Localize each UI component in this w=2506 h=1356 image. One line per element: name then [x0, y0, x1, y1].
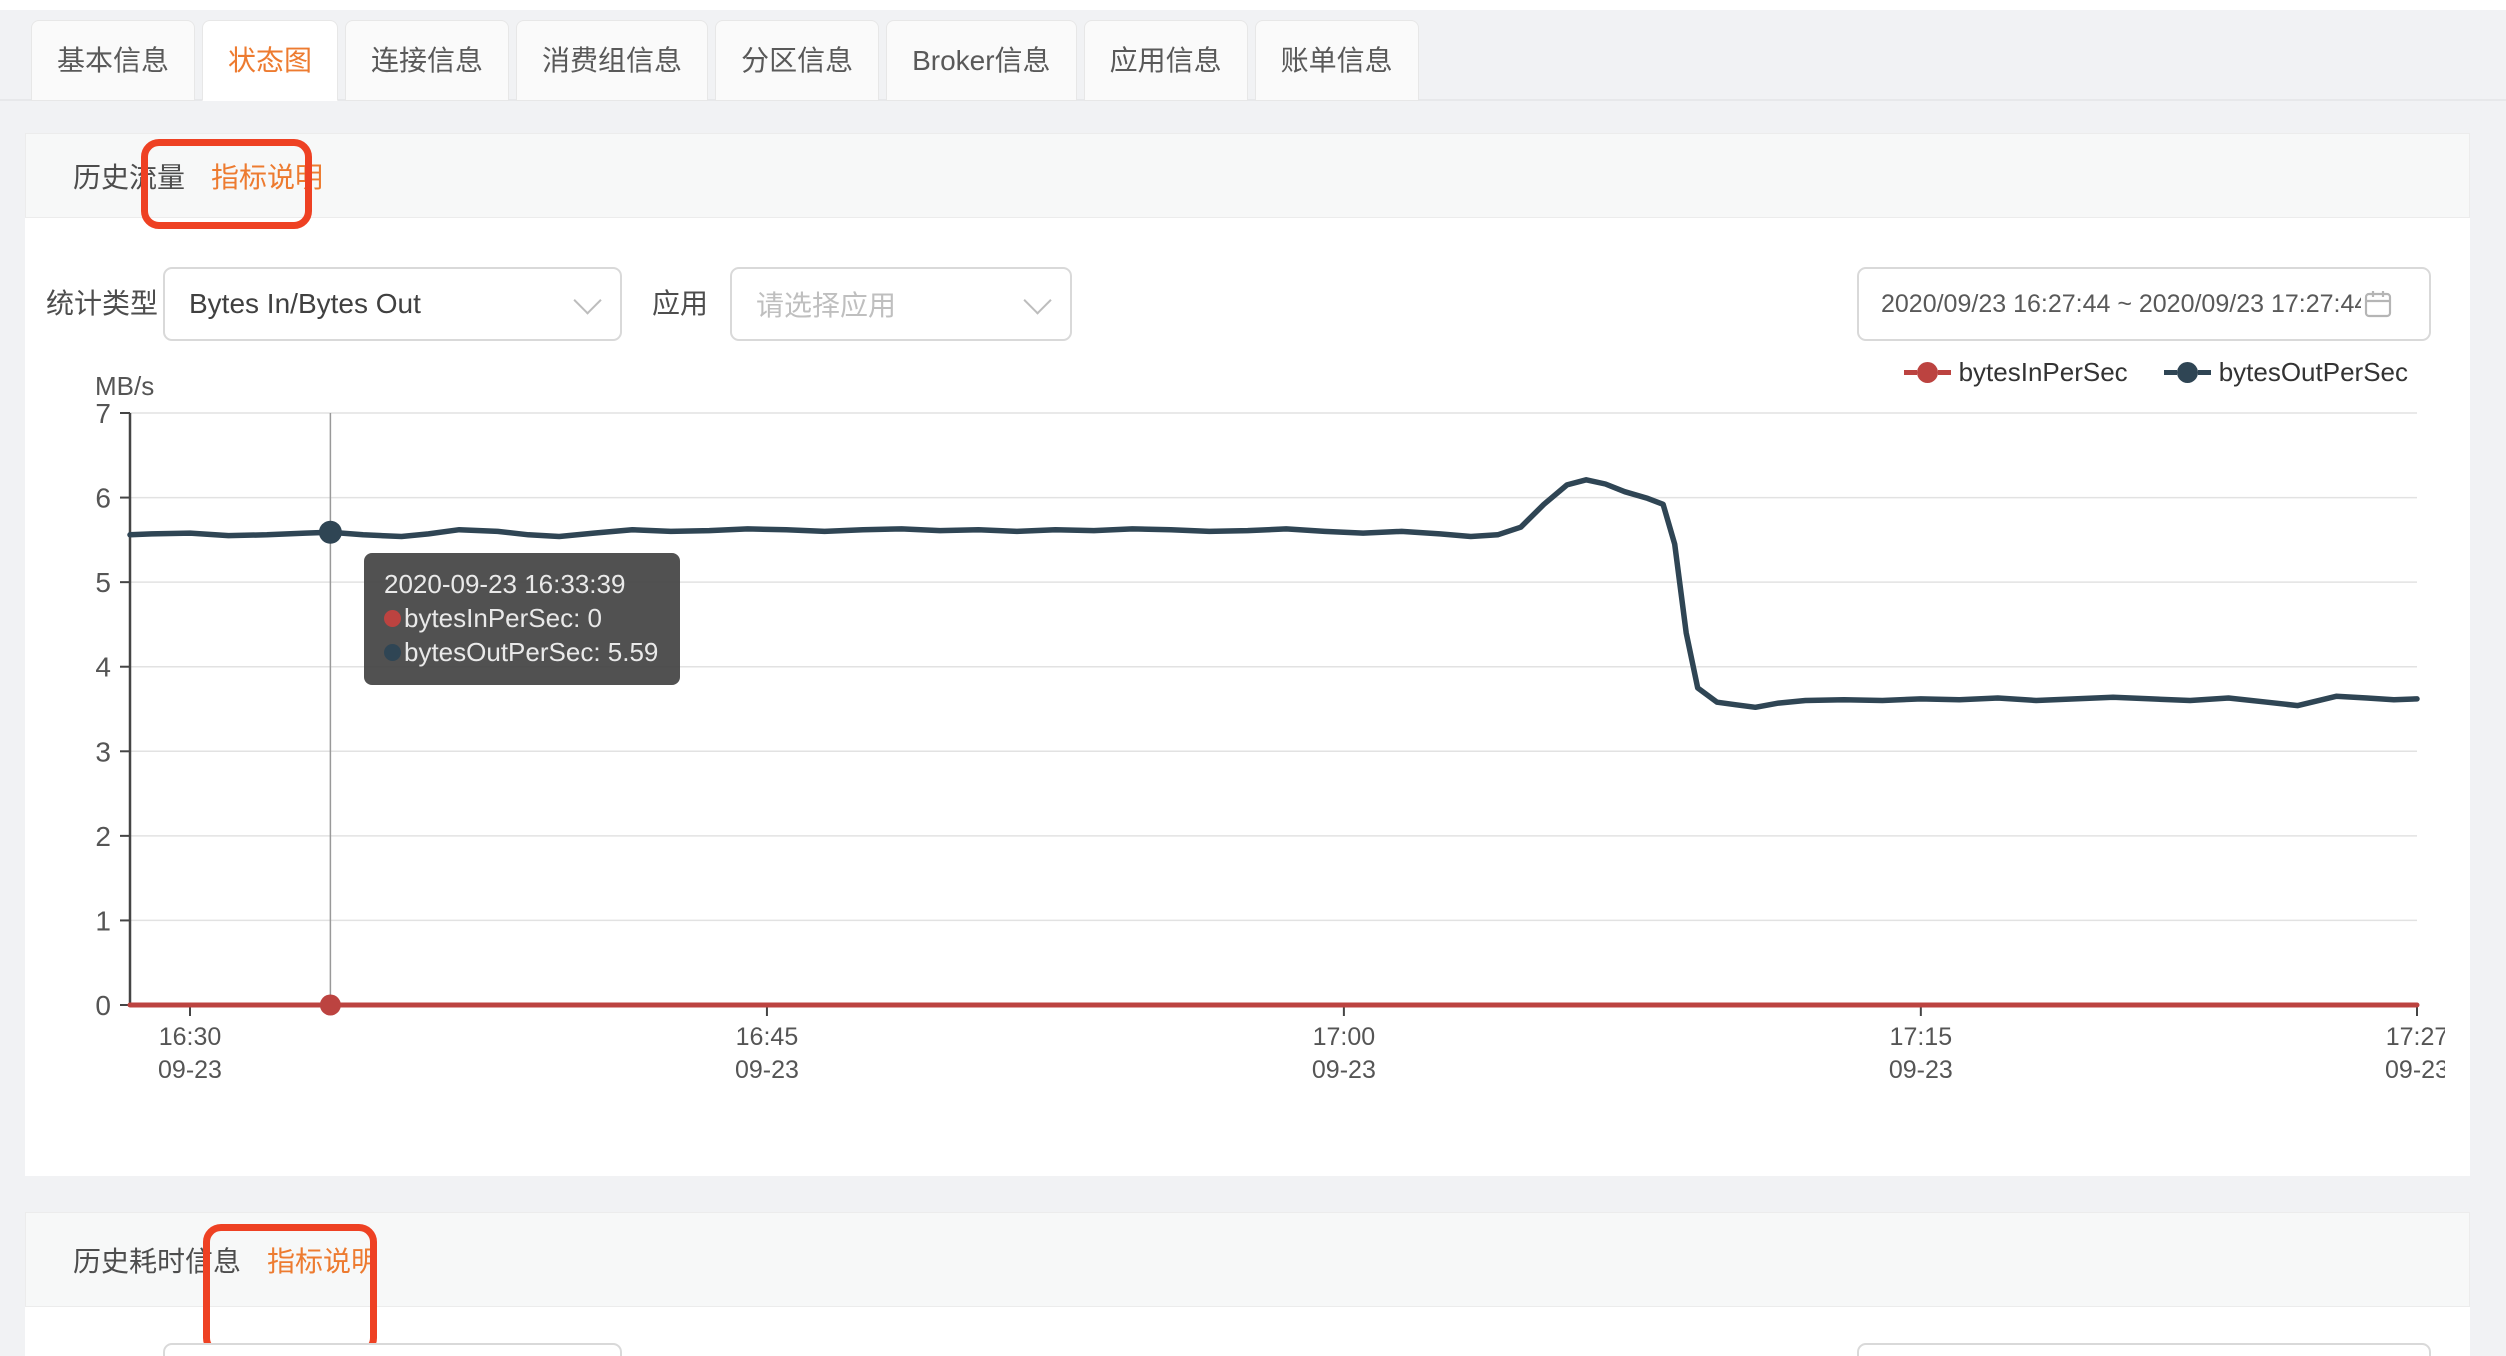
x-tick-label-time: 16:30 [159, 1023, 222, 1051]
stat-type-label: 统计类型 [46, 288, 159, 319]
legend-label: bytesOutPerSec [2218, 357, 2408, 387]
metric-explain-link-2[interactable]: 指标说明 [267, 1245, 380, 1277]
section-header-history-traffic: 历史流量 指标说明 [25, 133, 2470, 218]
tab-4[interactable]: 消费组信息 [516, 20, 709, 101]
x-tick-label-time: 16:45 [736, 1023, 799, 1051]
legend-item-bytesInPerSec[interactable]: bytesInPerSec [1903, 357, 2128, 388]
y-tick-label: 2 [95, 821, 111, 852]
metric-explain-link-1[interactable]: 指标说明 [211, 161, 324, 193]
section-title-history-latency: 历史耗时信息 [73, 1245, 242, 1277]
y-tick-label: 7 [95, 398, 111, 429]
section-title-history-traffic: 历史流量 [73, 161, 186, 193]
y-tick-label: 4 [95, 652, 111, 683]
y-tick-label: 0 [95, 990, 111, 1021]
calendar-icon [2364, 291, 2392, 318]
y-tick-label: 1 [95, 905, 111, 936]
line-chart[interactable]: 0 1 2 3 4 5 6 7MB/s 16:30 09-23 16:45 09-23 17:00 09-… [25, 345, 2445, 1090]
x-tick-label-date: 09-23 [735, 1056, 799, 1084]
tab-5[interactable]: 分区信息 [715, 20, 880, 101]
x-tick-label-date: 09-23 [158, 1056, 222, 1084]
x-tick-label-date: 09-23 [1889, 1056, 1953, 1084]
app-select-placeholder: 请选择应用 [756, 290, 897, 321]
y-tick-label: 6 [95, 483, 111, 514]
legend-marker-icon [1903, 362, 1951, 383]
chevron-down-icon [1023, 286, 1052, 315]
date-range-picker[interactable]: 2020/09/23 16:27:44 ~ 2020/09/23 17:27:4… [1857, 267, 2431, 341]
tab-2[interactable]: 状态图 [202, 20, 339, 101]
y-tick-label: 5 [95, 567, 111, 598]
x-tick-label-time: 17:15 [1890, 1023, 1953, 1051]
app-select[interactable]: 请选择应用 [730, 267, 1072, 341]
app-label: 应用 [652, 288, 709, 319]
tab-8[interactable]: 账单信息 [1254, 20, 1419, 101]
latency-date-range-picker-partial[interactable] [1857, 1343, 2431, 1356]
tab-1[interactable]: 基本信息 [31, 20, 196, 101]
hover-point-bytesOutPerSec [318, 520, 342, 544]
x-tick-label-date: 09-23 [1312, 1056, 1376, 1084]
series-line-bytesOutPerSec [127, 477, 2420, 711]
stat-type-select[interactable]: Bytes In/Bytes Out [163, 267, 622, 341]
legend-marker-icon [2163, 362, 2211, 383]
y-axis-unit-label: MB/s [95, 371, 154, 401]
y-tick-label: 3 [95, 736, 111, 767]
tab-6[interactable]: Broker信息 [886, 20, 1077, 101]
tab-3[interactable]: 连接信息 [345, 20, 510, 101]
x-tick-label-time: 17:00 [1313, 1023, 1376, 1051]
section-header-history-latency: 历史耗时信息 指标说明 [25, 1212, 2470, 1307]
hover-point-bytesInPerSec [319, 994, 341, 1016]
latency-stat-type-select-partial[interactable] [163, 1343, 622, 1356]
tab-7[interactable]: 应用信息 [1083, 20, 1248, 101]
chevron-down-icon [573, 286, 602, 315]
tabs-divider [0, 99, 2506, 101]
stat-type-value: Bytes In/Bytes Out [189, 288, 421, 319]
x-tick-label-time: 17:27 [2386, 1023, 2445, 1051]
top-strip [0, 0, 2506, 10]
x-tick-label-date: 09-23 [2385, 1056, 2445, 1084]
legend-item-bytesOutPerSec[interactable]: bytesOutPerSec [2163, 357, 2408, 388]
tab-bar: 基本信息 状态图 连接信息 消费组信息 分区信息 Broker信息 应用信息 账单信息 [31, 20, 1419, 101]
legend-label: bytesInPerSec [1958, 357, 2128, 387]
date-range-value: 2020/09/23 16:27:44 ~ 2020/09/23 17:27:4… [1881, 289, 2361, 318]
chart-legend: bytesInPerSec bytesOutPerSec [1903, 357, 2408, 388]
